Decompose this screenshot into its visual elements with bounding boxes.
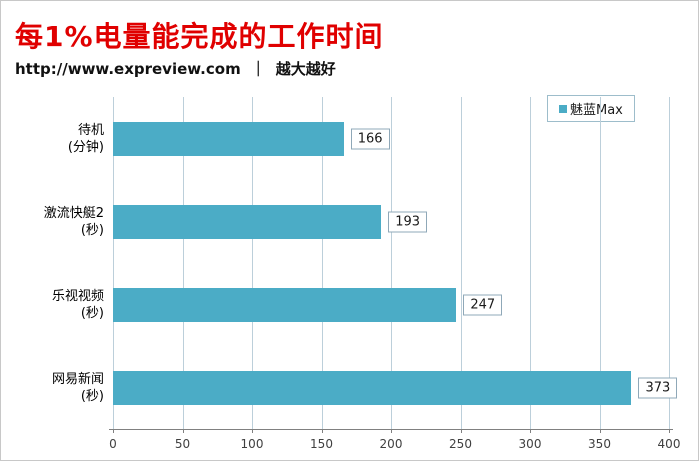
gridline (530, 97, 531, 429)
gridline (113, 97, 114, 429)
category-label: 激流快艇2 (秒) (1, 205, 104, 239)
legend-marker-icon (559, 104, 567, 113)
x-tickmark (669, 429, 670, 433)
source-url: http://www.expreview.com (15, 60, 241, 78)
gridline (669, 97, 670, 429)
gridline (460, 97, 462, 429)
bar (113, 287, 457, 322)
gridline (252, 97, 253, 429)
category-label-line: 乐视视频 (51, 288, 104, 304)
legend: 魅蓝Max (547, 95, 635, 122)
x-tickmark (321, 429, 323, 433)
x-tick-label: 300 (518, 437, 542, 451)
category-label-line: (分钟) (67, 139, 104, 155)
chart-title: 每1%电量能完成的工作时间 (15, 20, 384, 53)
plot-area: 魅蓝Max 0 50 100 150 200 250 300 350 400 待机 (分钟) 166 激… (1, 89, 698, 460)
bar-value-label: 193 (388, 211, 428, 232)
bar (113, 121, 344, 156)
x-tick-label: 150 (310, 437, 333, 451)
x-tickmark (182, 429, 184, 433)
category-label: 乐视视频 (秒) (1, 288, 104, 322)
gridline (391, 97, 392, 429)
x-tick-label: 250 (449, 437, 472, 451)
gridline (321, 97, 323, 429)
x-axis (109, 429, 673, 430)
subtitle-separator: ｜ (250, 60, 266, 78)
bar (113, 204, 382, 239)
bar-value-label: 247 (463, 294, 503, 315)
x-tick-label: 400 (657, 437, 681, 451)
bar (113, 370, 632, 405)
x-tickmark (460, 429, 462, 433)
subtitle-note: 越大越好 (275, 60, 336, 78)
x-tickmark (113, 429, 114, 433)
category-label-line: (秒) (80, 388, 104, 404)
x-tick-label: 200 (379, 437, 403, 451)
x-tickmark (252, 429, 253, 433)
x-tick-label: 350 (588, 437, 611, 451)
gridline (599, 97, 601, 429)
x-tick-label: 0 (109, 437, 117, 451)
chart-subtitle: http://www.expreview.com ｜ 越大越好 (15, 58, 336, 79)
legend-label: 魅蓝Max (570, 103, 623, 118)
category-label-line: 激流快艇2 (43, 205, 104, 221)
bar-value-label: 373 (638, 377, 678, 398)
category-label-line: 待机 (77, 122, 104, 138)
category-label-line: 网易新闻 (51, 371, 104, 387)
x-tickmark (530, 429, 531, 433)
x-tickmark (599, 429, 601, 433)
x-tick-label: 50 (174, 437, 191, 451)
category-label-line: (秒) (80, 222, 104, 238)
bar-value-label: 166 (350, 128, 390, 149)
category-label-line: (秒) (80, 305, 104, 321)
category-label: 待机 (分钟) (1, 122, 104, 156)
gridline (182, 97, 184, 429)
x-tick-label: 100 (240, 437, 264, 451)
x-tickmark (391, 429, 392, 433)
category-label: 网易新闻 (秒) (1, 371, 104, 405)
